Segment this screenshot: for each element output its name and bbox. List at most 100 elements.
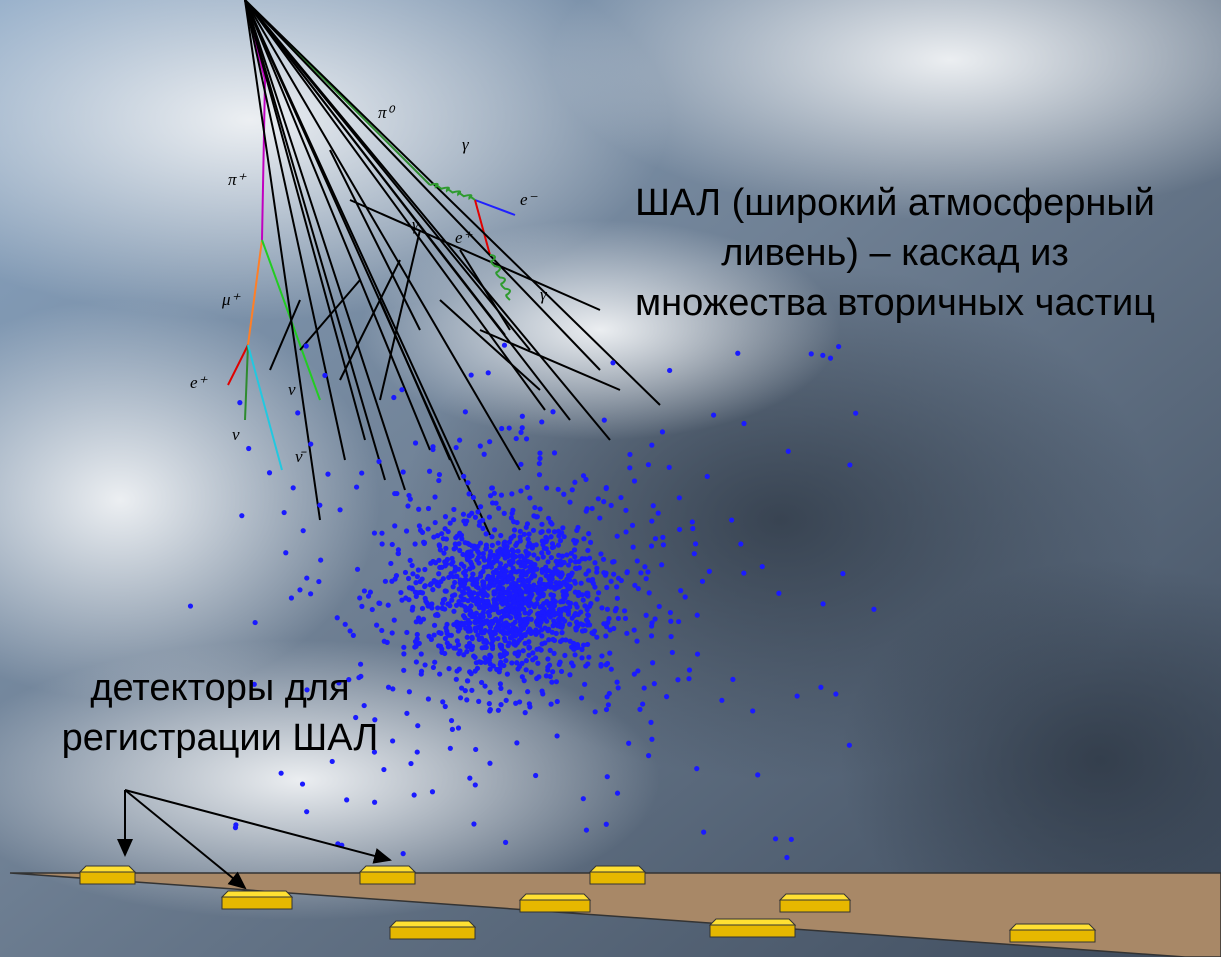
dot	[567, 621, 573, 627]
dot	[540, 554, 546, 560]
dot	[524, 521, 531, 527]
dot	[494, 666, 500, 673]
particle-dots	[187, 342, 877, 861]
dot	[550, 592, 557, 599]
dot	[413, 659, 419, 665]
dot	[469, 687, 475, 693]
dot	[694, 651, 701, 657]
dot	[495, 540, 501, 546]
dot	[515, 559, 522, 566]
dot	[503, 563, 509, 569]
dot	[573, 619, 580, 625]
dot	[515, 596, 521, 602]
dot	[304, 687, 310, 693]
particle-label: γ	[462, 135, 470, 154]
dot	[611, 558, 617, 565]
dot	[536, 472, 543, 478]
dot	[652, 536, 659, 542]
track	[244, 0, 531, 351]
dot	[508, 535, 514, 541]
dot	[827, 355, 834, 361]
dot	[571, 646, 577, 652]
dot	[448, 561, 455, 567]
dot	[836, 343, 842, 350]
track	[244, 0, 491, 536]
dot	[594, 596, 600, 602]
dot	[462, 604, 468, 610]
dot	[483, 545, 490, 551]
dot	[475, 554, 482, 561]
dot	[547, 673, 553, 680]
cascade	[227, 0, 661, 536]
dot	[471, 821, 477, 827]
dot	[603, 485, 609, 492]
detector-top	[78, 865, 137, 873]
dot	[560, 525, 566, 531]
dot	[580, 796, 586, 802]
dot	[517, 528, 523, 534]
dot	[455, 642, 462, 648]
dot	[462, 540, 468, 546]
dot	[539, 641, 545, 647]
dot	[518, 429, 524, 435]
dot	[465, 480, 471, 486]
dot	[398, 589, 404, 596]
dot	[604, 660, 611, 667]
dot	[461, 652, 467, 658]
dot	[551, 570, 558, 576]
dot	[553, 630, 559, 636]
dot	[514, 660, 520, 666]
dot	[571, 578, 578, 584]
dot	[582, 603, 588, 609]
dot	[592, 709, 598, 715]
dot	[337, 507, 343, 513]
dot	[565, 608, 571, 615]
dot	[580, 597, 586, 603]
dot	[704, 473, 710, 480]
dot	[448, 571, 454, 577]
dot	[538, 647, 544, 653]
dot	[519, 413, 525, 419]
dot	[300, 528, 306, 534]
dot	[428, 636, 434, 642]
dot	[409, 585, 415, 591]
dot	[472, 618, 478, 625]
dot	[528, 560, 534, 566]
dot	[372, 799, 378, 805]
dot	[610, 360, 616, 366]
dot	[395, 547, 401, 553]
dot	[474, 576, 480, 582]
dot	[446, 666, 452, 672]
dot	[436, 583, 442, 589]
dot	[504, 671, 510, 677]
dot	[449, 593, 456, 599]
dot	[413, 593, 419, 600]
dot	[367, 589, 373, 595]
dot	[475, 585, 481, 591]
dot	[329, 758, 335, 765]
dot	[692, 541, 699, 547]
dot	[513, 700, 519, 706]
dot	[738, 541, 744, 547]
dot	[462, 568, 469, 574]
dot	[452, 564, 458, 570]
dot	[525, 543, 531, 549]
dot	[452, 541, 458, 547]
dot	[550, 636, 556, 643]
dot	[615, 575, 622, 581]
dot	[575, 524, 581, 531]
dot	[572, 652, 578, 658]
dot	[649, 736, 655, 742]
dot	[438, 579, 444, 585]
dot	[648, 543, 655, 549]
dot	[412, 440, 419, 446]
dot	[524, 484, 530, 491]
dot	[409, 562, 415, 569]
dot	[458, 561, 465, 567]
dot	[478, 679, 485, 686]
dot	[560, 597, 566, 604]
caption-line: ливень) – каскад из	[721, 232, 1069, 274]
dot	[559, 571, 565, 577]
dot	[513, 542, 519, 549]
dot	[539, 529, 545, 535]
